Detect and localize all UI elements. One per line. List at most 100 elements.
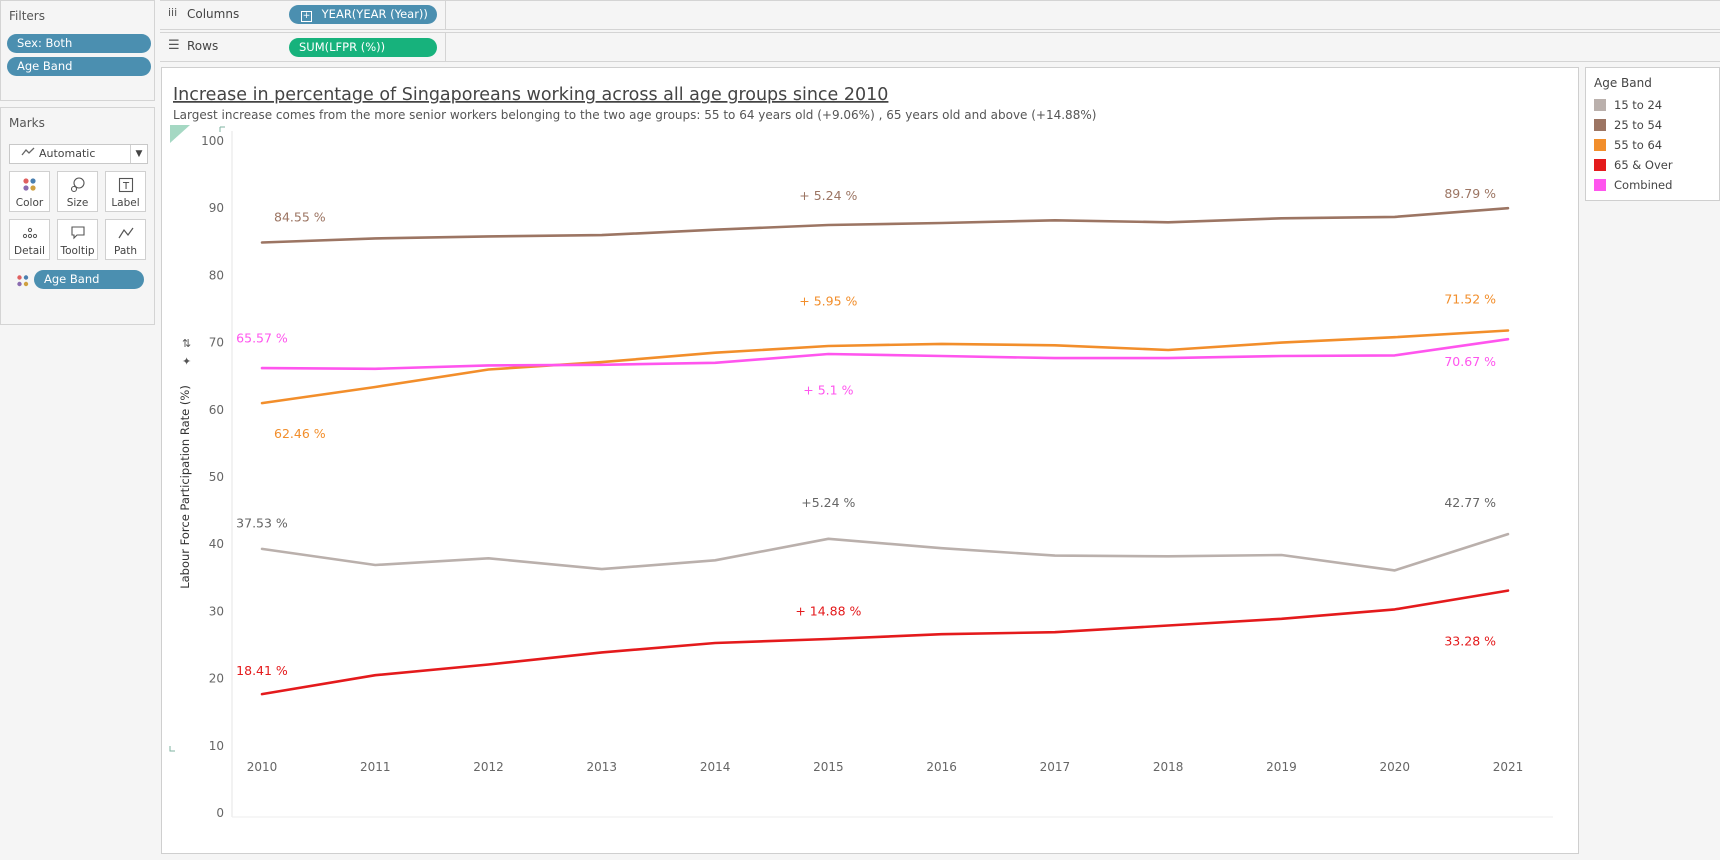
data-annotation: 33.28 % — [1444, 634, 1496, 649]
data-annotation: 42.77 % — [1444, 495, 1496, 510]
legend-item[interactable]: 15 to 24 — [1594, 98, 1662, 112]
color-pill-age-band[interactable]: Age Band — [34, 270, 144, 289]
color-legend: Age Band 15 to 24 25 to 54 55 to 64 65 & Ov… — [1585, 67, 1720, 201]
color-dots-icon — [10, 177, 49, 193]
data-annotation: 71.52 % — [1444, 292, 1496, 307]
data-annotation: 70.67 % — [1444, 354, 1496, 369]
chart-title: Increase in percentage of Singaporeans w… — [173, 85, 888, 105]
x-tick-label: 2010 — [247, 760, 278, 774]
y-tick-label: 10 — [209, 739, 224, 753]
size-card[interactable]: Size — [57, 171, 98, 212]
data-annotation: 37.53 % — [236, 515, 288, 530]
series-line — [260, 589, 1510, 696]
detail-dots-icon — [10, 225, 49, 241]
x-tick-label: 2021 — [1493, 760, 1524, 774]
x-tick-label: 2014 — [700, 760, 731, 774]
data-annotation: 62.46 % — [274, 426, 326, 441]
filter-pill-age-band[interactable]: Age Band — [7, 57, 151, 76]
data-annotation: 89.79 % — [1444, 186, 1496, 201]
color-encoding-icon — [16, 273, 30, 292]
mark-type-dropdown[interactable]: Automatic ▼ — [9, 144, 148, 164]
selection-triangle-icon — [170, 125, 190, 143]
series-line — [260, 329, 1510, 405]
tooltip-bubble-icon — [58, 225, 97, 241]
columns-separator — [445, 1, 446, 29]
data-annotation: 65.57 % — [236, 331, 288, 346]
line-mark-icon — [21, 145, 35, 165]
legend-label: 25 to 54 — [1614, 118, 1663, 132]
pin-icon: ✦ — [182, 355, 191, 368]
chevron-down-icon: ▼ — [130, 145, 147, 163]
detail-card-label: Detail — [14, 245, 45, 257]
y-tick-label: 0 — [216, 806, 224, 820]
x-tick-label: 2019 — [1266, 760, 1297, 774]
size-card-label: Size — [66, 197, 89, 209]
y-tick-label: 20 — [209, 672, 224, 686]
legend-label: 15 to 24 — [1614, 98, 1663, 112]
data-annotation: + 5.95 % — [799, 294, 857, 309]
y-tick-label: 60 — [209, 403, 224, 417]
data-annotation: + 5.24 % — [799, 188, 857, 203]
path-card[interactable]: Path — [105, 219, 146, 260]
filters-panel: Filters Sex: Both Age Band — [0, 0, 155, 101]
x-tick-label: 2013 — [587, 760, 618, 774]
columns-icon: iii — [168, 6, 178, 19]
legend-label: 55 to 64 — [1614, 138, 1663, 152]
legend-item[interactable]: 55 to 64 — [1594, 138, 1662, 152]
size-icon — [58, 177, 97, 193]
text-label-icon: T — [106, 177, 145, 193]
rows-separator — [445, 33, 446, 61]
x-tick-label: 2011 — [360, 760, 391, 774]
legend-swatch — [1594, 139, 1606, 151]
x-tick-label: 2017 — [1040, 760, 1071, 774]
color-card[interactable]: Color — [9, 171, 50, 212]
y-tick-label: 100 — [201, 134, 224, 148]
legend-item[interactable]: 25 to 54 — [1594, 118, 1662, 132]
columns-pill-label: YEAR(YEAR (Year)) — [321, 7, 428, 21]
svg-text:T: T — [121, 181, 129, 192]
legend-swatch — [1594, 99, 1606, 111]
y-tick-label: 30 — [209, 604, 224, 618]
data-annotation: + 5.1 % — [803, 382, 853, 397]
axis-corner-mark — [219, 126, 225, 132]
path-card-label: Path — [113, 245, 138, 257]
x-tick-label: 2020 — [1379, 760, 1410, 774]
series-line — [260, 206, 1510, 244]
legend-swatch — [1594, 179, 1606, 191]
mark-type-label: Automatic — [39, 147, 96, 160]
expand-plus-icon: + — [301, 11, 312, 22]
chart-subtitle: Largest increase comes from the more sen… — [173, 108, 1096, 122]
columns-shelf: iii Columns + YEAR(YEAR (Year)) — [160, 0, 1720, 30]
columns-pill-year[interactable]: + YEAR(YEAR (Year)) — [289, 5, 437, 24]
legend-title: Age Band — [1594, 76, 1652, 90]
y-tick-label: 50 — [209, 470, 224, 484]
sort-icon: ⇅ — [182, 337, 191, 350]
rows-shelf: ☰ Rows SUM(LFPR (%)) — [160, 32, 1720, 62]
chart-area: Increase in percentage of Singaporeans w… — [161, 67, 1579, 854]
x-tick-label: 2015 — [813, 760, 844, 774]
y-axis-label: Labour Force Participation Rate (%) — [178, 385, 192, 589]
legend-item[interactable]: 65 & Over — [1594, 158, 1673, 172]
tooltip-card-label: Tooltip — [60, 245, 95, 257]
data-annotation: 84.55 % — [274, 210, 326, 225]
path-line-icon — [106, 225, 145, 241]
marks-panel: Marks Automatic ▼ Color Size T Label Det… — [0, 107, 155, 325]
color-card-label: Color — [15, 197, 44, 209]
detail-card[interactable]: Detail — [9, 219, 50, 260]
tooltip-card[interactable]: Tooltip — [57, 219, 98, 260]
filter-pill-sex[interactable]: Sex: Both — [7, 34, 151, 53]
marks-title: Marks — [9, 116, 45, 130]
label-card[interactable]: T Label — [105, 171, 146, 212]
rows-label: Rows — [187, 39, 219, 53]
rows-list-icon: ☰ — [168, 38, 180, 53]
y-tick-label: 70 — [209, 336, 224, 350]
legend-label: 65 & Over — [1614, 158, 1673, 172]
legend-item[interactable]: Combined — [1594, 178, 1672, 192]
data-annotation: 18.41 % — [236, 663, 288, 678]
filters-title: Filters — [9, 9, 45, 23]
y-tick-label: 80 — [209, 268, 224, 282]
line-chart: Increase in percentage of Singaporeans w… — [169, 85, 1553, 820]
y-tick-label: 40 — [209, 537, 224, 551]
rows-pill-lfpr[interactable]: SUM(LFPR (%)) — [289, 38, 437, 57]
columns-label: Columns — [187, 7, 240, 21]
